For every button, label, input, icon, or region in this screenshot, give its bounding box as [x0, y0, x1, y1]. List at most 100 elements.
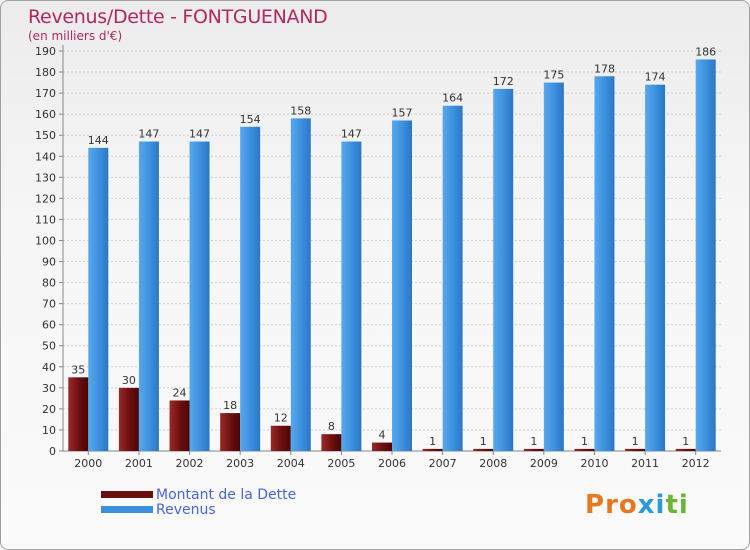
- y-tick-label: 190: [35, 45, 56, 58]
- bar-revenus: [645, 84, 666, 452]
- y-tick-label: 170: [35, 87, 56, 100]
- data-label-revenus: 178: [594, 62, 615, 75]
- bar-revenus: [442, 105, 463, 451]
- bar-revenus: [594, 76, 615, 452]
- data-label-revenus: 175: [543, 69, 564, 82]
- bar-dette: [574, 448, 595, 451]
- legend-swatch-dette: [101, 491, 153, 498]
- data-label-revenus: 158: [290, 104, 311, 117]
- bar-dette: [68, 377, 89, 451]
- y-tick-label: 110: [35, 213, 56, 226]
- bar-revenus: [88, 147, 109, 451]
- chart-subtitle: (en milliers d'€): [28, 29, 123, 43]
- bar-dette: [675, 448, 696, 451]
- proxiti-logo: Proxiti: [585, 490, 689, 520]
- x-tick-label: 2008: [479, 457, 507, 470]
- data-label-dette: 1: [581, 435, 588, 448]
- y-tick-label: 0: [49, 445, 56, 458]
- data-label-dette: 1: [530, 435, 537, 448]
- bar-revenus: [392, 120, 412, 451]
- legend: Montant de la Dette Revenus: [101, 486, 297, 518]
- bar-revenus: [493, 88, 514, 451]
- logo-letter: o: [618, 490, 638, 520]
- logo-letter: i: [678, 490, 689, 520]
- x-tick-label: 2005: [327, 457, 355, 470]
- bar-dette: [118, 387, 139, 451]
- bars: [68, 59, 716, 452]
- y-tick-label: 130: [35, 171, 56, 184]
- data-label-revenus: 147: [189, 128, 210, 141]
- data-label-revenus: 154: [240, 113, 261, 126]
- bar-revenus: [138, 141, 159, 452]
- y-tick-label: 60: [42, 319, 56, 332]
- data-label-dette: 8: [328, 420, 335, 433]
- y-tick-label: 120: [35, 192, 56, 205]
- x-tick-label: 2006: [378, 457, 406, 470]
- data-label-revenus: 147: [138, 128, 159, 141]
- data-label-dette: 1: [682, 435, 689, 448]
- x-tick-label: 2010: [580, 457, 608, 470]
- x-tick-label: 2001: [125, 457, 153, 470]
- x-tick-label: 2002: [176, 457, 204, 470]
- y-tick-label: 40: [42, 361, 56, 374]
- logo-letter: x: [637, 490, 656, 520]
- bar-revenus: [290, 118, 311, 452]
- logo-letter: P: [585, 490, 606, 520]
- y-tick-label: 10: [42, 424, 56, 437]
- bar-revenus: [543, 82, 564, 451]
- legend-label-dette: Montant de la Dette: [156, 486, 297, 503]
- y-tick-label: 100: [35, 234, 56, 247]
- axes: 0102030405060708090100110120130140150160…: [35, 45, 721, 470]
- bar-dette: [422, 448, 443, 451]
- bar-dette: [169, 400, 190, 451]
- y-tick-label: 140: [35, 150, 56, 163]
- bar-revenus: [695, 59, 716, 451]
- data-label-revenus: 147: [341, 128, 362, 141]
- data-label-revenus: 144: [88, 134, 109, 147]
- data-label-revenus: 174: [645, 71, 666, 84]
- y-tick-label: 20: [42, 403, 56, 416]
- y-tick-label: 150: [35, 129, 56, 142]
- data-label-dette: 1: [429, 435, 436, 448]
- x-tick-label: 2009: [530, 457, 558, 470]
- y-tick-label: 80: [42, 277, 56, 290]
- data-label-dette: 1: [632, 435, 639, 448]
- bar-dette: [625, 448, 646, 451]
- data-label-dette: 18: [223, 399, 237, 412]
- y-tick-label: 50: [42, 340, 56, 353]
- bar-revenus: [189, 141, 210, 452]
- data-label-revenus: 164: [442, 92, 463, 105]
- bar-dette: [473, 448, 494, 451]
- data-label-dette: 4: [379, 429, 386, 442]
- data-label-dette: 1: [480, 435, 487, 448]
- x-tick-label: 2000: [74, 457, 102, 470]
- bar-revenus: [240, 126, 261, 451]
- data-label-revenus: 186: [695, 45, 716, 58]
- bar-dette: [321, 434, 342, 451]
- logo-letter: t: [665, 490, 679, 520]
- data-label-dette: 12: [274, 412, 288, 425]
- data-label-dette: 35: [71, 363, 85, 376]
- x-tick-label: 2012: [682, 457, 710, 470]
- data-label-revenus: 157: [392, 106, 413, 119]
- legend-label-revenus: Revenus: [156, 501, 216, 518]
- logo-letter: r: [605, 490, 619, 520]
- bar-dette: [270, 425, 291, 451]
- legend-swatch-revenus: [101, 506, 153, 513]
- x-tick-label: 2004: [277, 457, 305, 470]
- y-tick-label: 180: [35, 66, 56, 79]
- bar-dette: [372, 442, 392, 451]
- data-label-dette: 24: [173, 386, 187, 399]
- legend-item-dette: Montant de la Dette: [101, 486, 297, 503]
- bar-revenus: [341, 141, 362, 452]
- data-labels: 35 144 30 147 24 147 18 154 12 158 8 147 4 157 1 164 1 17…: [71, 45, 716, 447]
- bar-dette: [523, 448, 544, 451]
- bar-dette: [220, 413, 241, 451]
- logo-letter: i: [655, 490, 666, 520]
- x-tick-label: 2011: [631, 457, 659, 470]
- x-tick-label: 2007: [429, 457, 457, 470]
- y-tick-label: 30: [42, 382, 56, 395]
- data-label-dette: 30: [122, 374, 136, 387]
- x-tick-label: 2003: [226, 457, 254, 470]
